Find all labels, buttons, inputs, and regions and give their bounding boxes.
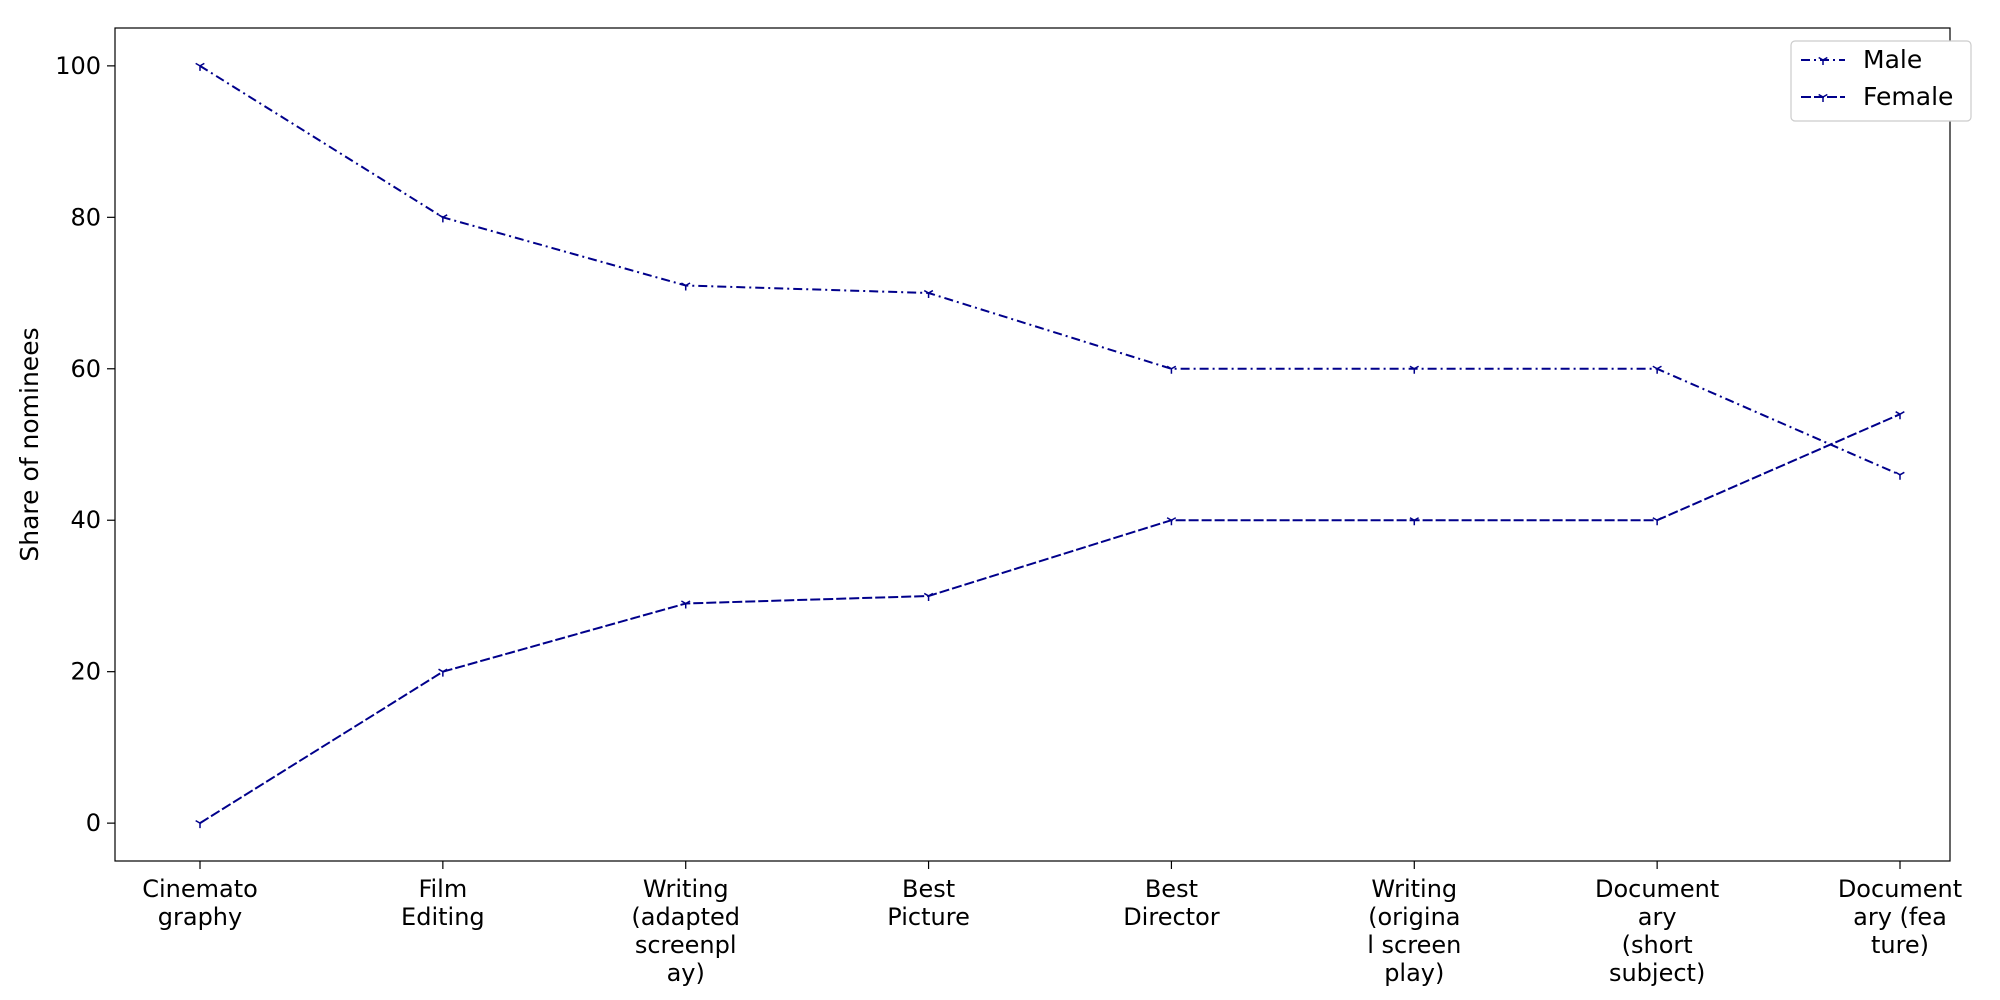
- data-point-female: [1652, 517, 1662, 526]
- data-point-female: [1166, 517, 1177, 526]
- axis-layer: 0 20 40 60 80 100 Cinemato graphy Film Editing Wri…: [55, 27, 1962, 987]
- y-tick-label: 80: [70, 203, 101, 231]
- x-tick-label: Document ary (short subject): [1595, 875, 1719, 987]
- legend: Male Female: [1790, 40, 1972, 122]
- series-line-female: [199, 413, 1901, 824]
- x-tick-label: Best Picture: [887, 875, 970, 931]
- data-point-female: [1409, 517, 1419, 526]
- x-tick-label: Cinemato graphy: [142, 875, 258, 931]
- legend-label-male: Male: [1863, 45, 1922, 74]
- data-point-male: [1652, 365, 1662, 374]
- legend-marker-male: [1818, 56, 1828, 65]
- data-point-female: [438, 668, 448, 677]
- data-point-male: [923, 289, 934, 299]
- data-point-female: [681, 600, 691, 609]
- data-point-male: [681, 282, 691, 291]
- data-point-male: [195, 62, 205, 71]
- series-layer: [195, 62, 1905, 829]
- data-point-male: [1409, 365, 1419, 374]
- y-tick-label: 20: [70, 658, 101, 686]
- plot-frame: [114, 27, 1951, 862]
- x-tick-label: Writing (adapted screenpl ay): [631, 875, 740, 987]
- x-tick-label: Film Editing: [401, 875, 485, 931]
- series-line-male: [199, 65, 1901, 476]
- x-tick-label: Document ary (fea ture): [1838, 875, 1962, 959]
- data-point-female: [195, 819, 205, 829]
- data-point-female: [1895, 411, 1905, 420]
- legend-marker-female: [1818, 93, 1828, 102]
- x-tick-label: Best Director: [1123, 875, 1220, 931]
- x-tick-label: Writing (origina l screen play): [1367, 875, 1461, 987]
- data-point-male: [438, 214, 448, 223]
- y-axis-label: Share of nominees: [15, 327, 44, 561]
- legend-label-female: Female: [1863, 82, 1953, 111]
- y-tick-label: 40: [70, 506, 101, 534]
- y-tick-label: 100: [55, 52, 101, 80]
- data-point-male: [1166, 365, 1177, 374]
- data-point-male: [1895, 471, 1905, 480]
- y-tick-label: 60: [70, 355, 101, 383]
- y-tick-label: 0: [86, 809, 101, 837]
- data-point-female: [923, 592, 934, 601]
- legend-box: [1790, 40, 1972, 122]
